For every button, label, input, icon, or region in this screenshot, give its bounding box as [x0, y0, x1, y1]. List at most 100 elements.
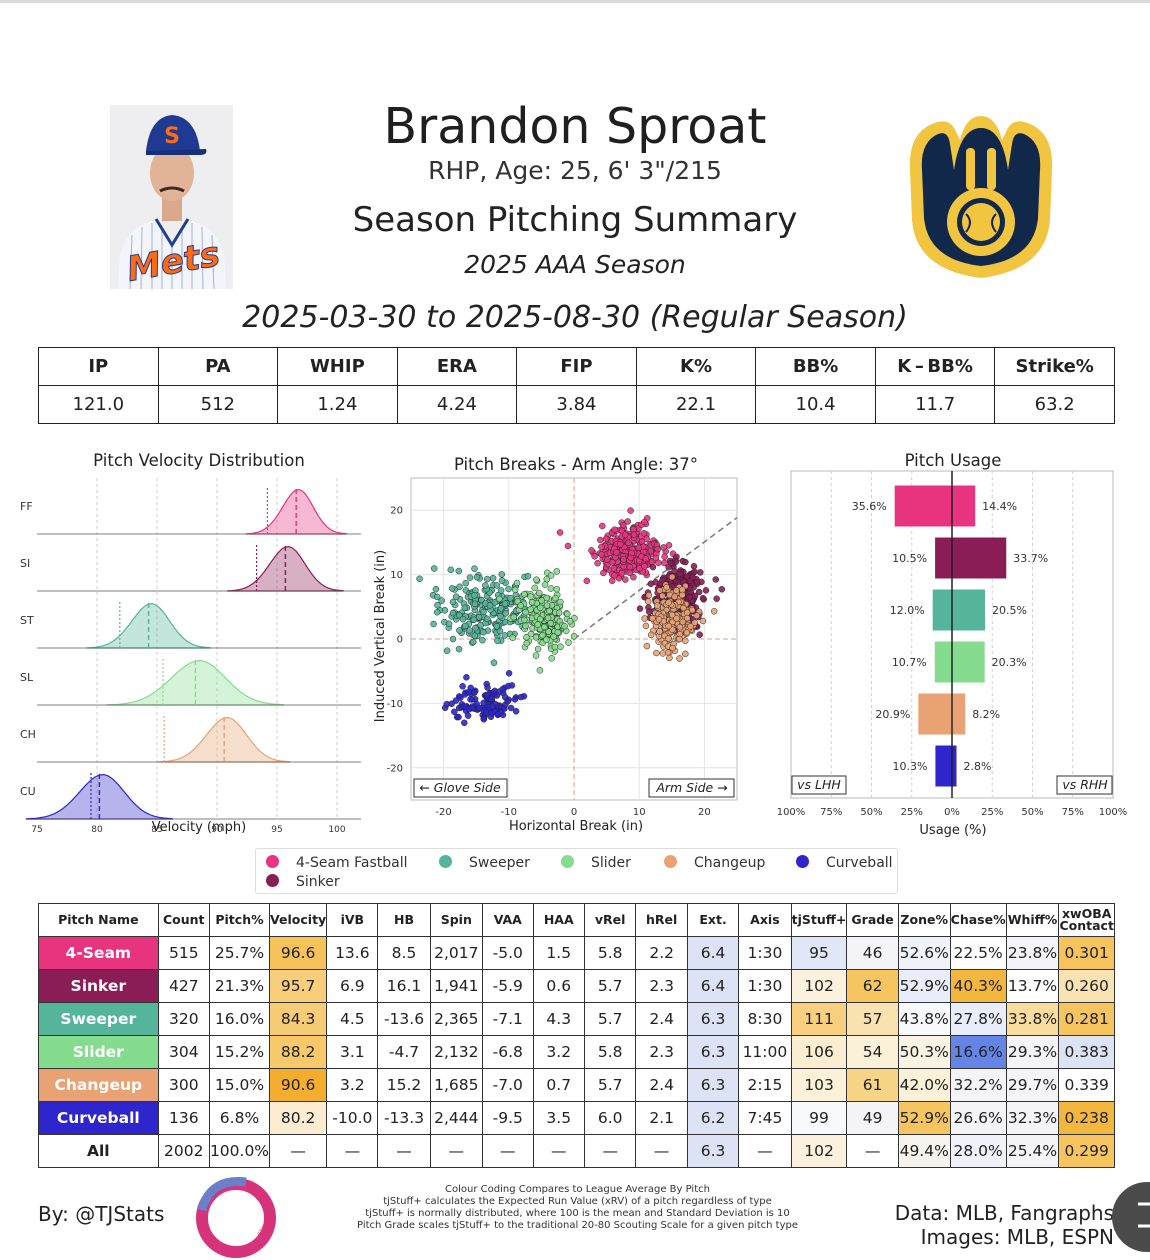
breaks-x-tick: 10	[633, 807, 646, 818]
breaks-y-label: Induced Vertical Break (in)	[373, 550, 388, 723]
breaks-point-st	[416, 575, 423, 583]
pitch-metric-cell: 6.3	[686, 1002, 740, 1036]
player-name: Brandon Sproat	[383, 98, 767, 155]
breaks-x-tick: 0	[571, 807, 577, 818]
breaks-point-cu	[482, 709, 490, 716]
breaks-point-st	[484, 615, 491, 623]
pitch-metric-cell: 0.339	[1058, 1068, 1115, 1102]
breaks-point-si	[691, 568, 698, 576]
breaks-point-ch	[668, 573, 676, 581]
pitch-table-header: Pitch Name Count Pitch% Velocity iVB HB Spin VA…	[38, 903, 1115, 937]
scroll-button[interactable]	[1112, 1182, 1150, 1252]
breaks-point-sl	[523, 633, 530, 641]
breaks-point-ff	[630, 573, 637, 581]
legend-marker-sl	[561, 855, 574, 868]
pitch-metric-cell: 22.5%	[949, 936, 1007, 970]
breaks-point-ff	[603, 556, 611, 563]
breaks-point-st	[482, 582, 489, 589]
pitch-metric-cell: -5.0	[482, 936, 534, 970]
pitch-metric-cell: 3.2	[532, 1035, 585, 1069]
breaks-point-sl	[547, 572, 555, 579]
summary-header-2: WHIP	[277, 347, 398, 386]
breaks-point-sl	[535, 589, 543, 597]
breaks-point-cu	[465, 706, 473, 713]
usage-x-tick: 0%	[944, 807, 960, 818]
breaks-point-si	[672, 558, 680, 565]
usage-chart-title: Pitch Usage	[905, 451, 1002, 470]
breaks-point-st	[480, 608, 487, 616]
pitch-metric-cell: —	[738, 1134, 792, 1168]
pitch-metric-cell: 95.7	[269, 969, 328, 1003]
breaks-point-st	[434, 601, 441, 609]
pitch-metric-cell: 32.3%	[1005, 1101, 1060, 1135]
breaks-point-ch	[665, 635, 672, 642]
summary-value-0: 121.0	[38, 385, 159, 424]
pitch-metric-cell: 6.0	[583, 1101, 637, 1135]
pitch-table-header-14: Grade	[846, 903, 899, 937]
breaks-point-cu	[512, 708, 520, 715]
breaks-point-ch	[647, 631, 655, 639]
breaks-point-sl	[521, 591, 528, 598]
pitch-table-header-1: Count	[157, 903, 210, 937]
pitch-metric-cell: 3.2	[326, 1068, 379, 1102]
breaks-point-cu	[501, 705, 508, 712]
pitch-metric-cell: 2,365	[429, 1002, 484, 1036]
pitch-breaks-chart: Pitch Breaks - Arm Angle: 37° -20 -10 0 10 2…	[373, 455, 738, 834]
pitch-metric-cell: 2,017	[429, 936, 484, 970]
pitch-metric-cell: 6.3	[686, 1068, 740, 1102]
pitch-metric-cell: 2.4	[635, 1068, 688, 1102]
breaks-point-ff	[583, 577, 591, 585]
breaks-point-cu	[483, 691, 491, 699]
breaks-point-sl	[523, 640, 531, 647]
breaks-point-ch	[676, 623, 684, 631]
pitch-metric-cell: —	[583, 1134, 637, 1168]
usage-lhh-label-sl: 10.7%	[892, 656, 927, 669]
breaks-point-st	[432, 585, 440, 593]
breaks-point-ch	[683, 629, 691, 636]
breaks-point-ff	[641, 518, 648, 526]
breaks-point-st	[524, 572, 532, 580]
breaks-point-st	[473, 573, 481, 581]
pitch-metric-cell: 13.6	[326, 936, 379, 970]
breaks-point-ch	[689, 606, 696, 614]
usage-bar-cu	[935, 745, 957, 787]
velocity-row-label: CH	[20, 728, 36, 741]
breaks-point-ff	[598, 551, 605, 558]
pitch-metric-cell: 16.1	[377, 969, 431, 1003]
breaks-point-st	[486, 602, 494, 609]
breaks-point-sl	[544, 614, 552, 622]
breaks-point-ch	[643, 642, 651, 650]
breaks-point-sl	[541, 623, 548, 631]
pitch-table-header-4: iVB	[326, 903, 379, 937]
breaks-y-tick: 0	[397, 635, 403, 646]
breaks-point-ff	[617, 541, 624, 548]
pitch-name-cell: Slider	[38, 1035, 159, 1069]
breaks-point-ch	[644, 598, 652, 605]
breaks-point-ff	[654, 545, 661, 553]
breaks-point-sl	[532, 652, 540, 659]
usage-lhh-label-cu: 10.3%	[892, 760, 927, 773]
pitch-metric-cell: 21.3%	[208, 969, 271, 1003]
breaks-point-si	[676, 570, 684, 578]
breaks-point-sl	[570, 633, 578, 640]
pitch-metric-cell: 6.4	[686, 969, 740, 1003]
breaks-point-st	[478, 596, 485, 604]
breaks-point-cu	[452, 697, 460, 704]
breaks-cluster-st	[416, 565, 563, 666]
pitch-table-header-10: hRel	[635, 903, 688, 937]
pitch-metric-cell: 2.2	[635, 936, 688, 970]
usage-rhh-label-sl: 20.3%	[992, 656, 1027, 669]
legend-marker-cu	[796, 855, 809, 868]
pitch-metric-cell: 106	[790, 1035, 848, 1069]
breaks-point-si	[686, 577, 694, 585]
pitch-metric-cell: 1,685	[429, 1068, 484, 1102]
breaks-point-ff	[597, 536, 604, 544]
breaks-point-sl	[553, 585, 561, 593]
pitch-table-header-6: Spin	[429, 903, 484, 937]
breaks-point-sl	[541, 581, 549, 588]
usage-rhh-label-ch: 8.2%	[972, 708, 1000, 721]
pitch-metric-cell: 43.8%	[897, 1002, 951, 1036]
pitch-metric-cell: —	[269, 1134, 328, 1168]
breaks-point-ch	[669, 644, 676, 652]
pitch-metric-cell: 49.4%	[897, 1134, 951, 1168]
